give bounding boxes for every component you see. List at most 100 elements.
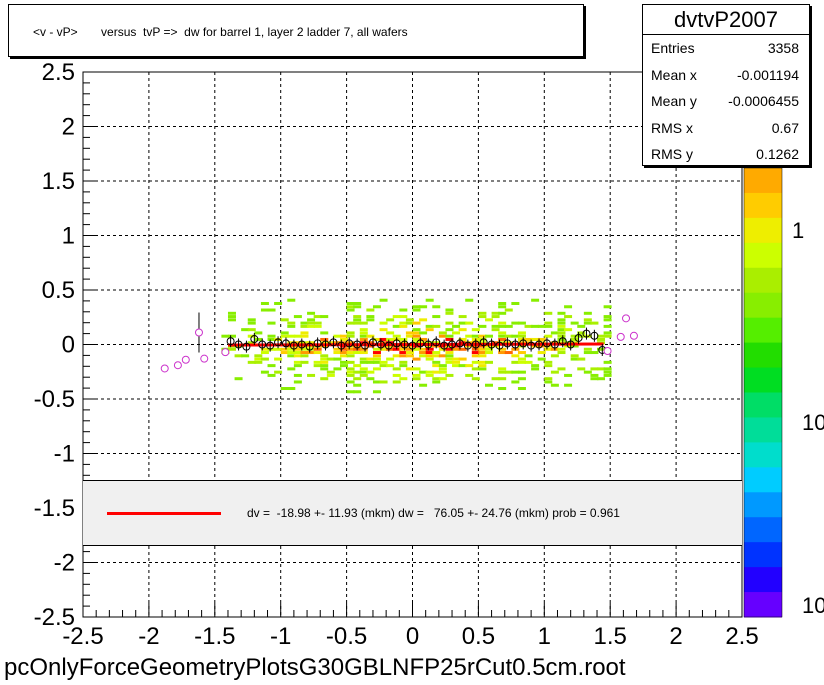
heat-cell (280, 387, 289, 391)
heat-cell (583, 347, 592, 351)
heat-cell (379, 321, 388, 325)
heat-cell (307, 347, 316, 351)
heat-cell (445, 357, 454, 361)
heat-cell (287, 298, 296, 302)
heat-cell (307, 311, 316, 315)
heat-cell (399, 308, 408, 312)
heat-cell (419, 341, 428, 345)
heat-cell (359, 373, 368, 377)
y-tick-label: 2 (62, 114, 75, 141)
heat-cell (504, 334, 513, 338)
heat-cell (359, 357, 368, 361)
heat-cell (597, 377, 606, 381)
heat-cell (445, 337, 454, 341)
heat-cell (537, 357, 546, 361)
heat-cell (359, 328, 368, 332)
heat-cell (603, 370, 612, 374)
heat-cell (254, 354, 263, 358)
heat-cell (392, 315, 401, 319)
profile-point-open (194, 328, 203, 337)
heat-cell (379, 364, 388, 368)
heat-cell (432, 364, 441, 368)
heat-cell (227, 315, 236, 319)
heat-cell (412, 305, 421, 309)
heat-cell (564, 305, 573, 309)
heat-cell (346, 301, 355, 305)
heat-cell (274, 357, 283, 361)
heat-cell (359, 331, 368, 335)
heat-cell (300, 324, 309, 328)
heat-cell (531, 364, 540, 368)
heat-cell (570, 354, 579, 358)
heat-cell (517, 351, 526, 355)
heat-cell (504, 370, 513, 374)
y-tick-label: 2.5 (42, 59, 75, 86)
heat-cell (307, 373, 316, 377)
heat-cell (603, 331, 612, 335)
heat-cell (491, 328, 500, 332)
heat-cell (445, 354, 454, 358)
heat-cell (445, 328, 454, 332)
heat-cell (511, 360, 520, 364)
color-scale-bin (744, 592, 782, 618)
heat-cell (359, 370, 368, 374)
heat-cell (260, 301, 269, 305)
heat-cell (557, 318, 566, 322)
heat-cell (458, 321, 467, 325)
heat-cell (280, 331, 289, 335)
heat-cell (419, 318, 428, 322)
heat-cell (399, 324, 408, 328)
heat-cell (465, 344, 474, 348)
heat-cell (419, 354, 428, 358)
heat-cell (550, 383, 559, 387)
heat-cell (583, 321, 592, 325)
heat-cell (597, 337, 606, 341)
heat-cell (445, 344, 454, 348)
heat-cell (293, 360, 302, 364)
heat-cell (438, 370, 447, 374)
heat-cell (531, 344, 540, 348)
profile-point-black (487, 340, 496, 349)
heat-cell (366, 308, 375, 312)
heat-cell (340, 351, 349, 355)
heat-cell (346, 305, 355, 309)
heat-cell (577, 331, 586, 335)
heat-cell (603, 367, 612, 371)
profile-point-open (603, 347, 612, 356)
heat-cell (524, 360, 533, 364)
y-tick-label: 0.5 (42, 277, 75, 304)
heat-cell (247, 360, 256, 364)
color-scale-bin (744, 292, 782, 319)
heat-cell (412, 334, 421, 338)
heat-cell (333, 357, 342, 361)
heat-cell (359, 334, 368, 338)
heat-cell (425, 328, 434, 332)
heat-cell (353, 351, 362, 355)
heat-cell (353, 390, 362, 394)
heat-cell (234, 354, 243, 358)
heat-cell (517, 370, 526, 374)
heat-cell (260, 370, 269, 374)
heat-cell (564, 328, 573, 332)
heat-cell (372, 380, 381, 384)
heat-cell (557, 334, 566, 338)
heat-cell (471, 354, 480, 358)
heat-cell (465, 373, 474, 377)
heat-cell (478, 341, 487, 345)
heat-cell (445, 311, 454, 315)
heat-cell (379, 328, 388, 332)
heat-cell (333, 351, 342, 355)
heat-cell (432, 360, 441, 364)
heat-cell (544, 364, 553, 368)
heat-cell (478, 364, 487, 368)
profile-point-black (471, 340, 480, 349)
heat-cell (603, 318, 612, 322)
color-scale-bin (744, 342, 782, 369)
y-tick-label: -1 (54, 441, 75, 468)
heat-cell (445, 321, 454, 325)
heat-cell (247, 341, 256, 345)
heat-cell (498, 301, 507, 305)
heat-cell (537, 344, 546, 348)
profile-point-open (622, 314, 631, 323)
heat-cell (386, 331, 395, 335)
